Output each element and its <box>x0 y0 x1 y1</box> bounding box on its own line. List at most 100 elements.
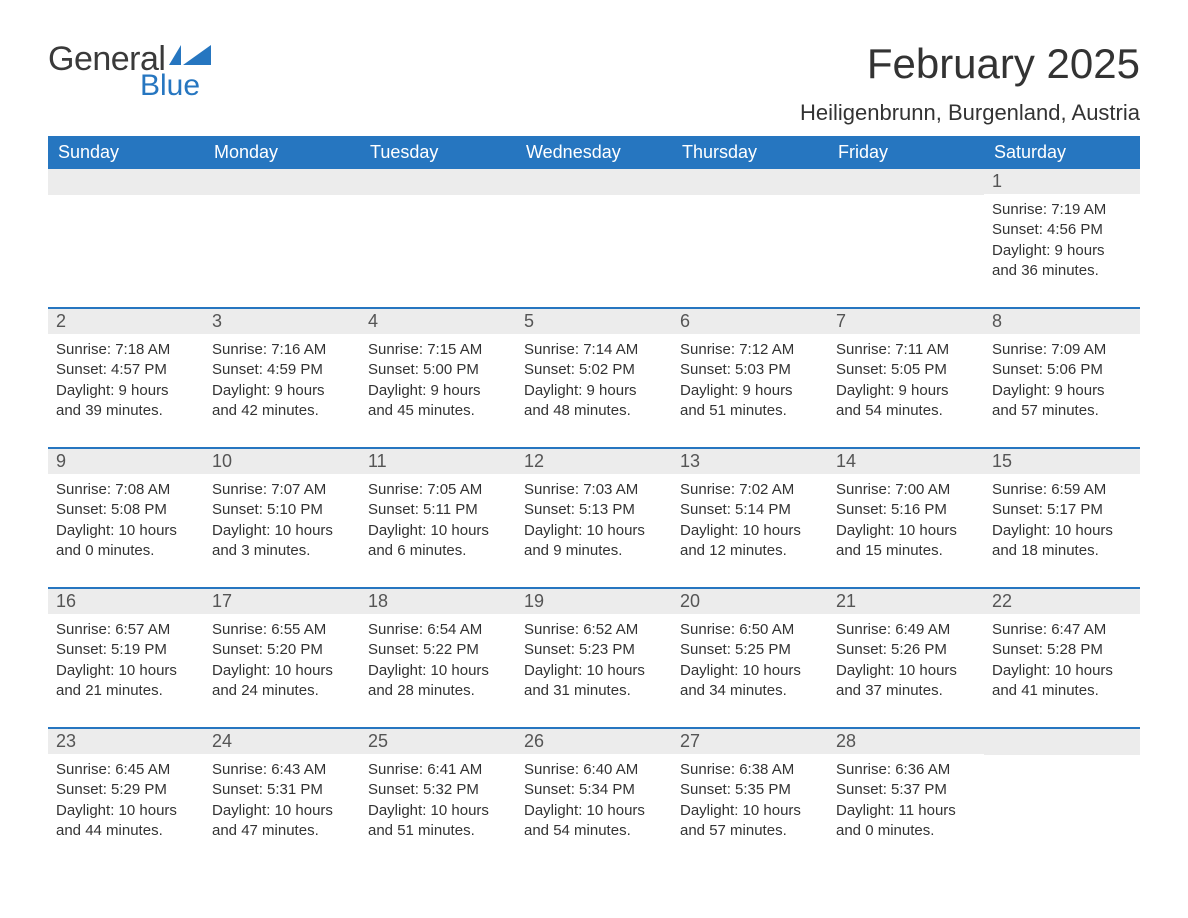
weekday-label: Monday <box>204 136 360 169</box>
calendar-day: 6Sunrise: 7:12 AMSunset: 5:03 PMDaylight… <box>672 309 828 429</box>
sunrise-text: Sunrise: 7:09 AM <box>992 340 1132 360</box>
daylight-text: Daylight: 9 hours and 45 minutes. <box>368 381 508 422</box>
day-details: Sunrise: 6:47 AMSunset: 5:28 PMDaylight:… <box>984 614 1140 705</box>
day-number <box>516 169 672 195</box>
sunrise-text: Sunrise: 6:36 AM <box>836 760 976 780</box>
sunset-text: Sunset: 5:34 PM <box>524 780 664 800</box>
day-number: 21 <box>828 589 984 614</box>
calendar-day: 28Sunrise: 6:36 AMSunset: 5:37 PMDayligh… <box>828 729 984 849</box>
sunrise-text: Sunrise: 6:43 AM <box>212 760 352 780</box>
sunset-text: Sunset: 5:13 PM <box>524 500 664 520</box>
weekday-label: Wednesday <box>516 136 672 169</box>
sunset-text: Sunset: 4:59 PM <box>212 360 352 380</box>
sunrise-text: Sunrise: 6:55 AM <box>212 620 352 640</box>
daylight-text: Daylight: 10 hours and 0 minutes. <box>56 521 196 562</box>
day-number <box>48 169 204 195</box>
day-details: Sunrise: 6:57 AMSunset: 5:19 PMDaylight:… <box>48 614 204 705</box>
calendar-day: 22Sunrise: 6:47 AMSunset: 5:28 PMDayligh… <box>984 589 1140 709</box>
calendar-week: 2Sunrise: 7:18 AMSunset: 4:57 PMDaylight… <box>48 307 1140 429</box>
sunset-text: Sunset: 4:56 PM <box>992 220 1132 240</box>
logo: General Blue <box>48 40 211 103</box>
day-details: Sunrise: 6:38 AMSunset: 5:35 PMDaylight:… <box>672 754 828 845</box>
day-details: Sunrise: 7:07 AMSunset: 5:10 PMDaylight:… <box>204 474 360 565</box>
weeks-container: 1Sunrise: 7:19 AMSunset: 4:56 PMDaylight… <box>48 169 1140 849</box>
day-details: Sunrise: 6:54 AMSunset: 5:22 PMDaylight:… <box>360 614 516 705</box>
calendar-day: 9Sunrise: 7:08 AMSunset: 5:08 PMDaylight… <box>48 449 204 569</box>
calendar-day: 13Sunrise: 7:02 AMSunset: 5:14 PMDayligh… <box>672 449 828 569</box>
sunrise-text: Sunrise: 6:57 AM <box>56 620 196 640</box>
sunset-text: Sunset: 5:25 PM <box>680 640 820 660</box>
day-details: Sunrise: 7:02 AMSunset: 5:14 PMDaylight:… <box>672 474 828 565</box>
day-number: 4 <box>360 309 516 334</box>
daylight-text: Daylight: 10 hours and 31 minutes. <box>524 661 664 702</box>
weekday-label: Friday <box>828 136 984 169</box>
sunset-text: Sunset: 5:08 PM <box>56 500 196 520</box>
sunrise-text: Sunrise: 7:07 AM <box>212 480 352 500</box>
calendar-day <box>984 729 1140 849</box>
day-details: Sunrise: 7:03 AMSunset: 5:13 PMDaylight:… <box>516 474 672 565</box>
sunrise-text: Sunrise: 7:19 AM <box>992 200 1132 220</box>
day-details: Sunrise: 6:36 AMSunset: 5:37 PMDaylight:… <box>828 754 984 845</box>
day-number: 15 <box>984 449 1140 474</box>
calendar: Sunday Monday Tuesday Wednesday Thursday… <box>48 136 1140 849</box>
day-number: 20 <box>672 589 828 614</box>
calendar-day: 18Sunrise: 6:54 AMSunset: 5:22 PMDayligh… <box>360 589 516 709</box>
day-number: 26 <box>516 729 672 754</box>
day-number: 11 <box>360 449 516 474</box>
sunset-text: Sunset: 5:31 PM <box>212 780 352 800</box>
sunrise-text: Sunrise: 6:59 AM <box>992 480 1132 500</box>
sunset-text: Sunset: 5:20 PM <box>212 640 352 660</box>
sunrise-text: Sunrise: 7:03 AM <box>524 480 664 500</box>
calendar-day: 19Sunrise: 6:52 AMSunset: 5:23 PMDayligh… <box>516 589 672 709</box>
daylight-text: Daylight: 10 hours and 47 minutes. <box>212 801 352 842</box>
sunset-text: Sunset: 4:57 PM <box>56 360 196 380</box>
calendar-day: 12Sunrise: 7:03 AMSunset: 5:13 PMDayligh… <box>516 449 672 569</box>
weekday-label: Sunday <box>48 136 204 169</box>
calendar-day <box>672 169 828 289</box>
calendar-day <box>204 169 360 289</box>
day-number: 16 <box>48 589 204 614</box>
day-number: 19 <box>516 589 672 614</box>
sunset-text: Sunset: 5:37 PM <box>836 780 976 800</box>
sunset-text: Sunset: 5:16 PM <box>836 500 976 520</box>
day-number: 2 <box>48 309 204 334</box>
day-number <box>984 729 1140 755</box>
calendar-day: 10Sunrise: 7:07 AMSunset: 5:10 PMDayligh… <box>204 449 360 569</box>
sunset-text: Sunset: 5:29 PM <box>56 780 196 800</box>
calendar-day: 15Sunrise: 6:59 AMSunset: 5:17 PMDayligh… <box>984 449 1140 569</box>
day-number: 7 <box>828 309 984 334</box>
title-block: February 2025 Heiligenbrunn, Burgenland,… <box>800 40 1140 126</box>
calendar-day: 23Sunrise: 6:45 AMSunset: 5:29 PMDayligh… <box>48 729 204 849</box>
location: Heiligenbrunn, Burgenland, Austria <box>800 100 1140 126</box>
calendar-day: 16Sunrise: 6:57 AMSunset: 5:19 PMDayligh… <box>48 589 204 709</box>
daylight-text: Daylight: 10 hours and 57 minutes. <box>680 801 820 842</box>
sunrise-text: Sunrise: 6:54 AM <box>368 620 508 640</box>
day-details: Sunrise: 6:59 AMSunset: 5:17 PMDaylight:… <box>984 474 1140 565</box>
month-title: February 2025 <box>800 40 1140 88</box>
sunset-text: Sunset: 5:03 PM <box>680 360 820 380</box>
calendar-day <box>516 169 672 289</box>
day-details: Sunrise: 7:11 AMSunset: 5:05 PMDaylight:… <box>828 334 984 425</box>
calendar-day: 5Sunrise: 7:14 AMSunset: 5:02 PMDaylight… <box>516 309 672 429</box>
daylight-text: Daylight: 9 hours and 39 minutes. <box>56 381 196 422</box>
day-details: Sunrise: 6:43 AMSunset: 5:31 PMDaylight:… <box>204 754 360 845</box>
sunset-text: Sunset: 5:02 PM <box>524 360 664 380</box>
day-details: Sunrise: 6:50 AMSunset: 5:25 PMDaylight:… <box>672 614 828 705</box>
weekday-label: Saturday <box>984 136 1140 169</box>
calendar-day <box>828 169 984 289</box>
daylight-text: Daylight: 9 hours and 54 minutes. <box>836 381 976 422</box>
daylight-text: Daylight: 10 hours and 12 minutes. <box>680 521 820 562</box>
daylight-text: Daylight: 10 hours and 3 minutes. <box>212 521 352 562</box>
day-number: 18 <box>360 589 516 614</box>
day-number <box>828 169 984 195</box>
daylight-text: Daylight: 10 hours and 15 minutes. <box>836 521 976 562</box>
day-number: 9 <box>48 449 204 474</box>
daylight-text: Daylight: 10 hours and 18 minutes. <box>992 521 1132 562</box>
calendar-day: 20Sunrise: 6:50 AMSunset: 5:25 PMDayligh… <box>672 589 828 709</box>
header: General Blue February 2025 Heiligenbrunn… <box>48 40 1140 126</box>
sunrise-text: Sunrise: 6:50 AM <box>680 620 820 640</box>
day-number: 8 <box>984 309 1140 334</box>
sunrise-text: Sunrise: 6:47 AM <box>992 620 1132 640</box>
day-details: Sunrise: 7:09 AMSunset: 5:06 PMDaylight:… <box>984 334 1140 425</box>
day-number: 14 <box>828 449 984 474</box>
